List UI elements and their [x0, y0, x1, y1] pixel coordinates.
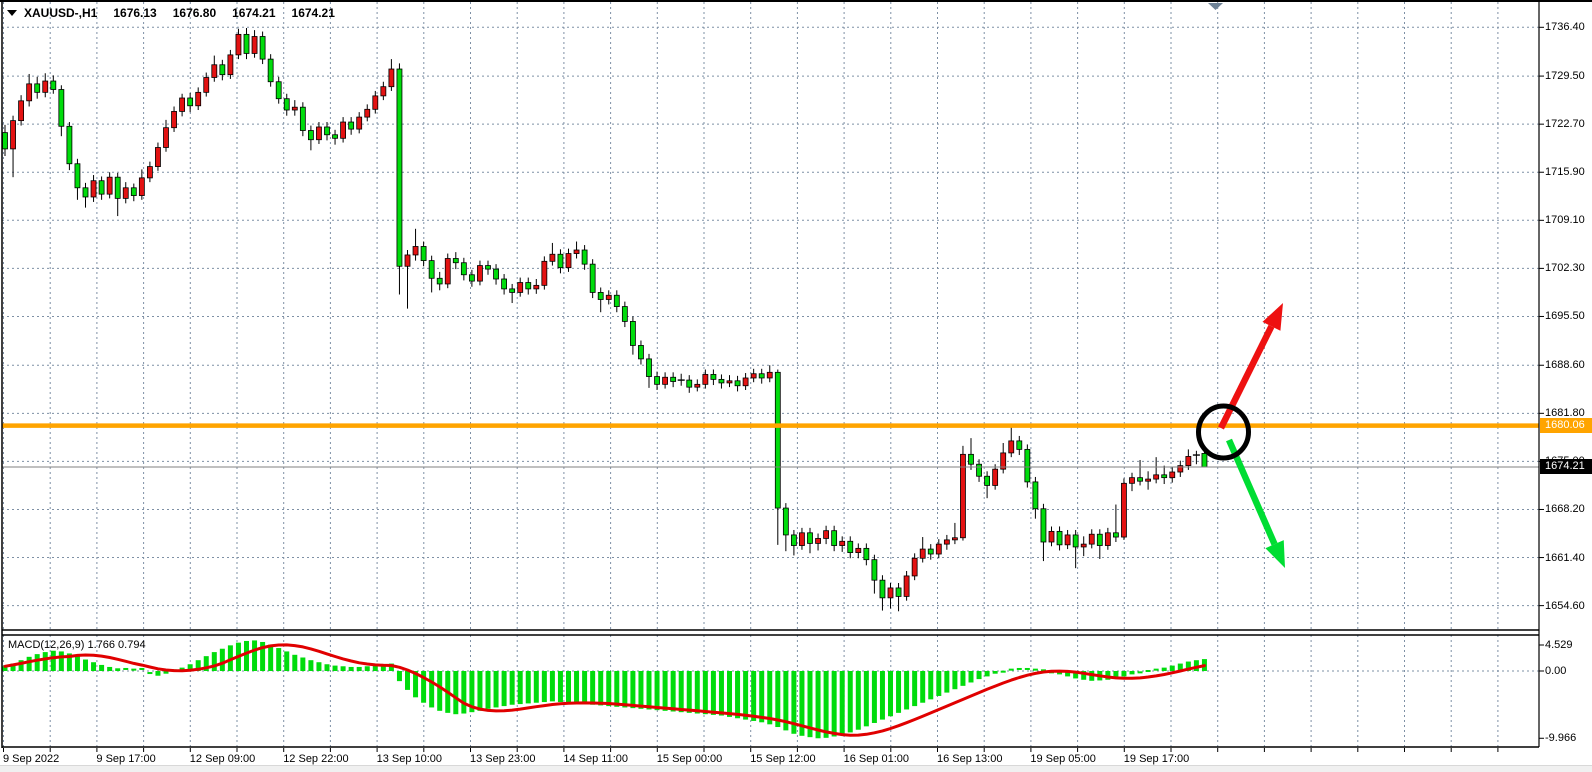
- annotations[interactable]: [1196, 3, 1286, 568]
- window-bottom-edge: [0, 765, 1592, 772]
- current-price-badge: 1674.21: [1540, 459, 1592, 475]
- macd-signal-line: [3, 643, 1206, 737]
- macd-tick-label: -9.966: [1545, 732, 1577, 745]
- macd-indicator-label: MACD(12,26,9) 1.766 0.794: [8, 639, 146, 651]
- bullish-arrow-annotation[interactable]: [1218, 303, 1283, 430]
- time-tick-label: 16 Sep 01:00: [843, 753, 910, 765]
- price-tick-label: 1688.60: [1545, 359, 1585, 372]
- chart-shift-marker-icon[interactable]: [1208, 3, 1223, 10]
- bearish-arrow-annotation[interactable]: [1226, 438, 1285, 568]
- price-tick-label: 1715.90: [1545, 166, 1585, 179]
- axis-ticks: [3, 26, 1544, 752]
- candles: [2, 28, 1208, 612]
- pane-borders: [0, 0, 1592, 748]
- ohlc-close: 1674.21: [291, 6, 335, 20]
- price-tick-label: 1681.80: [1545, 407, 1585, 420]
- time-tick-label: 9 Sep 2022: [3, 753, 60, 765]
- time-tick-label: 12 Sep 22:00: [283, 753, 349, 765]
- price-tick-label: 1668.20: [1545, 503, 1585, 516]
- horizontal-line-price-badge: 1680.06: [1540, 418, 1592, 434]
- price-lines[interactable]: [2, 423, 1539, 468]
- price-tick-label: 1729.50: [1545, 70, 1585, 83]
- time-tick-label: 12 Sep 09:00: [189, 753, 256, 765]
- ohlc-low: 1674.21: [232, 6, 276, 20]
- price-tick-label: 1654.60: [1545, 599, 1585, 612]
- price-tick-label: 1695.50: [1545, 310, 1585, 323]
- time-tick-label: 19 Sep 17:00: [1123, 753, 1190, 765]
- chevron-down-icon[interactable]: [7, 10, 17, 16]
- price-tick-label: 1722.70: [1545, 118, 1585, 131]
- time-tick-label: 9 Sep 17:00: [96, 753, 156, 765]
- price-tick-label: 1661.40: [1545, 551, 1585, 564]
- price-tick-label: 1702.30: [1545, 262, 1585, 275]
- symbol-period-label: XAUUSD-,H1: [24, 6, 98, 20]
- time-tick-label: 16 Sep 13:00: [937, 753, 1003, 765]
- time-tick-label: 15 Sep 00:00: [656, 753, 723, 765]
- time-tick-label: 19 Sep 05:00: [1030, 753, 1096, 765]
- ohlc-open: 1676.13: [113, 6, 157, 20]
- time-tick-label: 14 Sep 11:00: [563, 753, 629, 765]
- price-tick-label: 1736.40: [1545, 21, 1585, 34]
- chart-title: XAUUSD-,H1 1676.13 1676.80 1674.21 1674.…: [7, 6, 335, 20]
- ohlc-high: 1676.80: [172, 6, 217, 20]
- time-tick-label: 15 Sep 12:00: [750, 753, 816, 765]
- macd-tick-label: 4.529: [1545, 639, 1573, 651]
- time-tick-label: 13 Sep 23:00: [470, 753, 536, 765]
- price-tick-label: 1709.10: [1545, 214, 1585, 227]
- time-tick-label: 13 Sep 10:00: [376, 753, 443, 765]
- macd-tick-label: 0.00: [1545, 665, 1567, 677]
- circle-annotation[interactable]: [1196, 403, 1251, 461]
- macd-histogram: [2, 640, 1207, 739]
